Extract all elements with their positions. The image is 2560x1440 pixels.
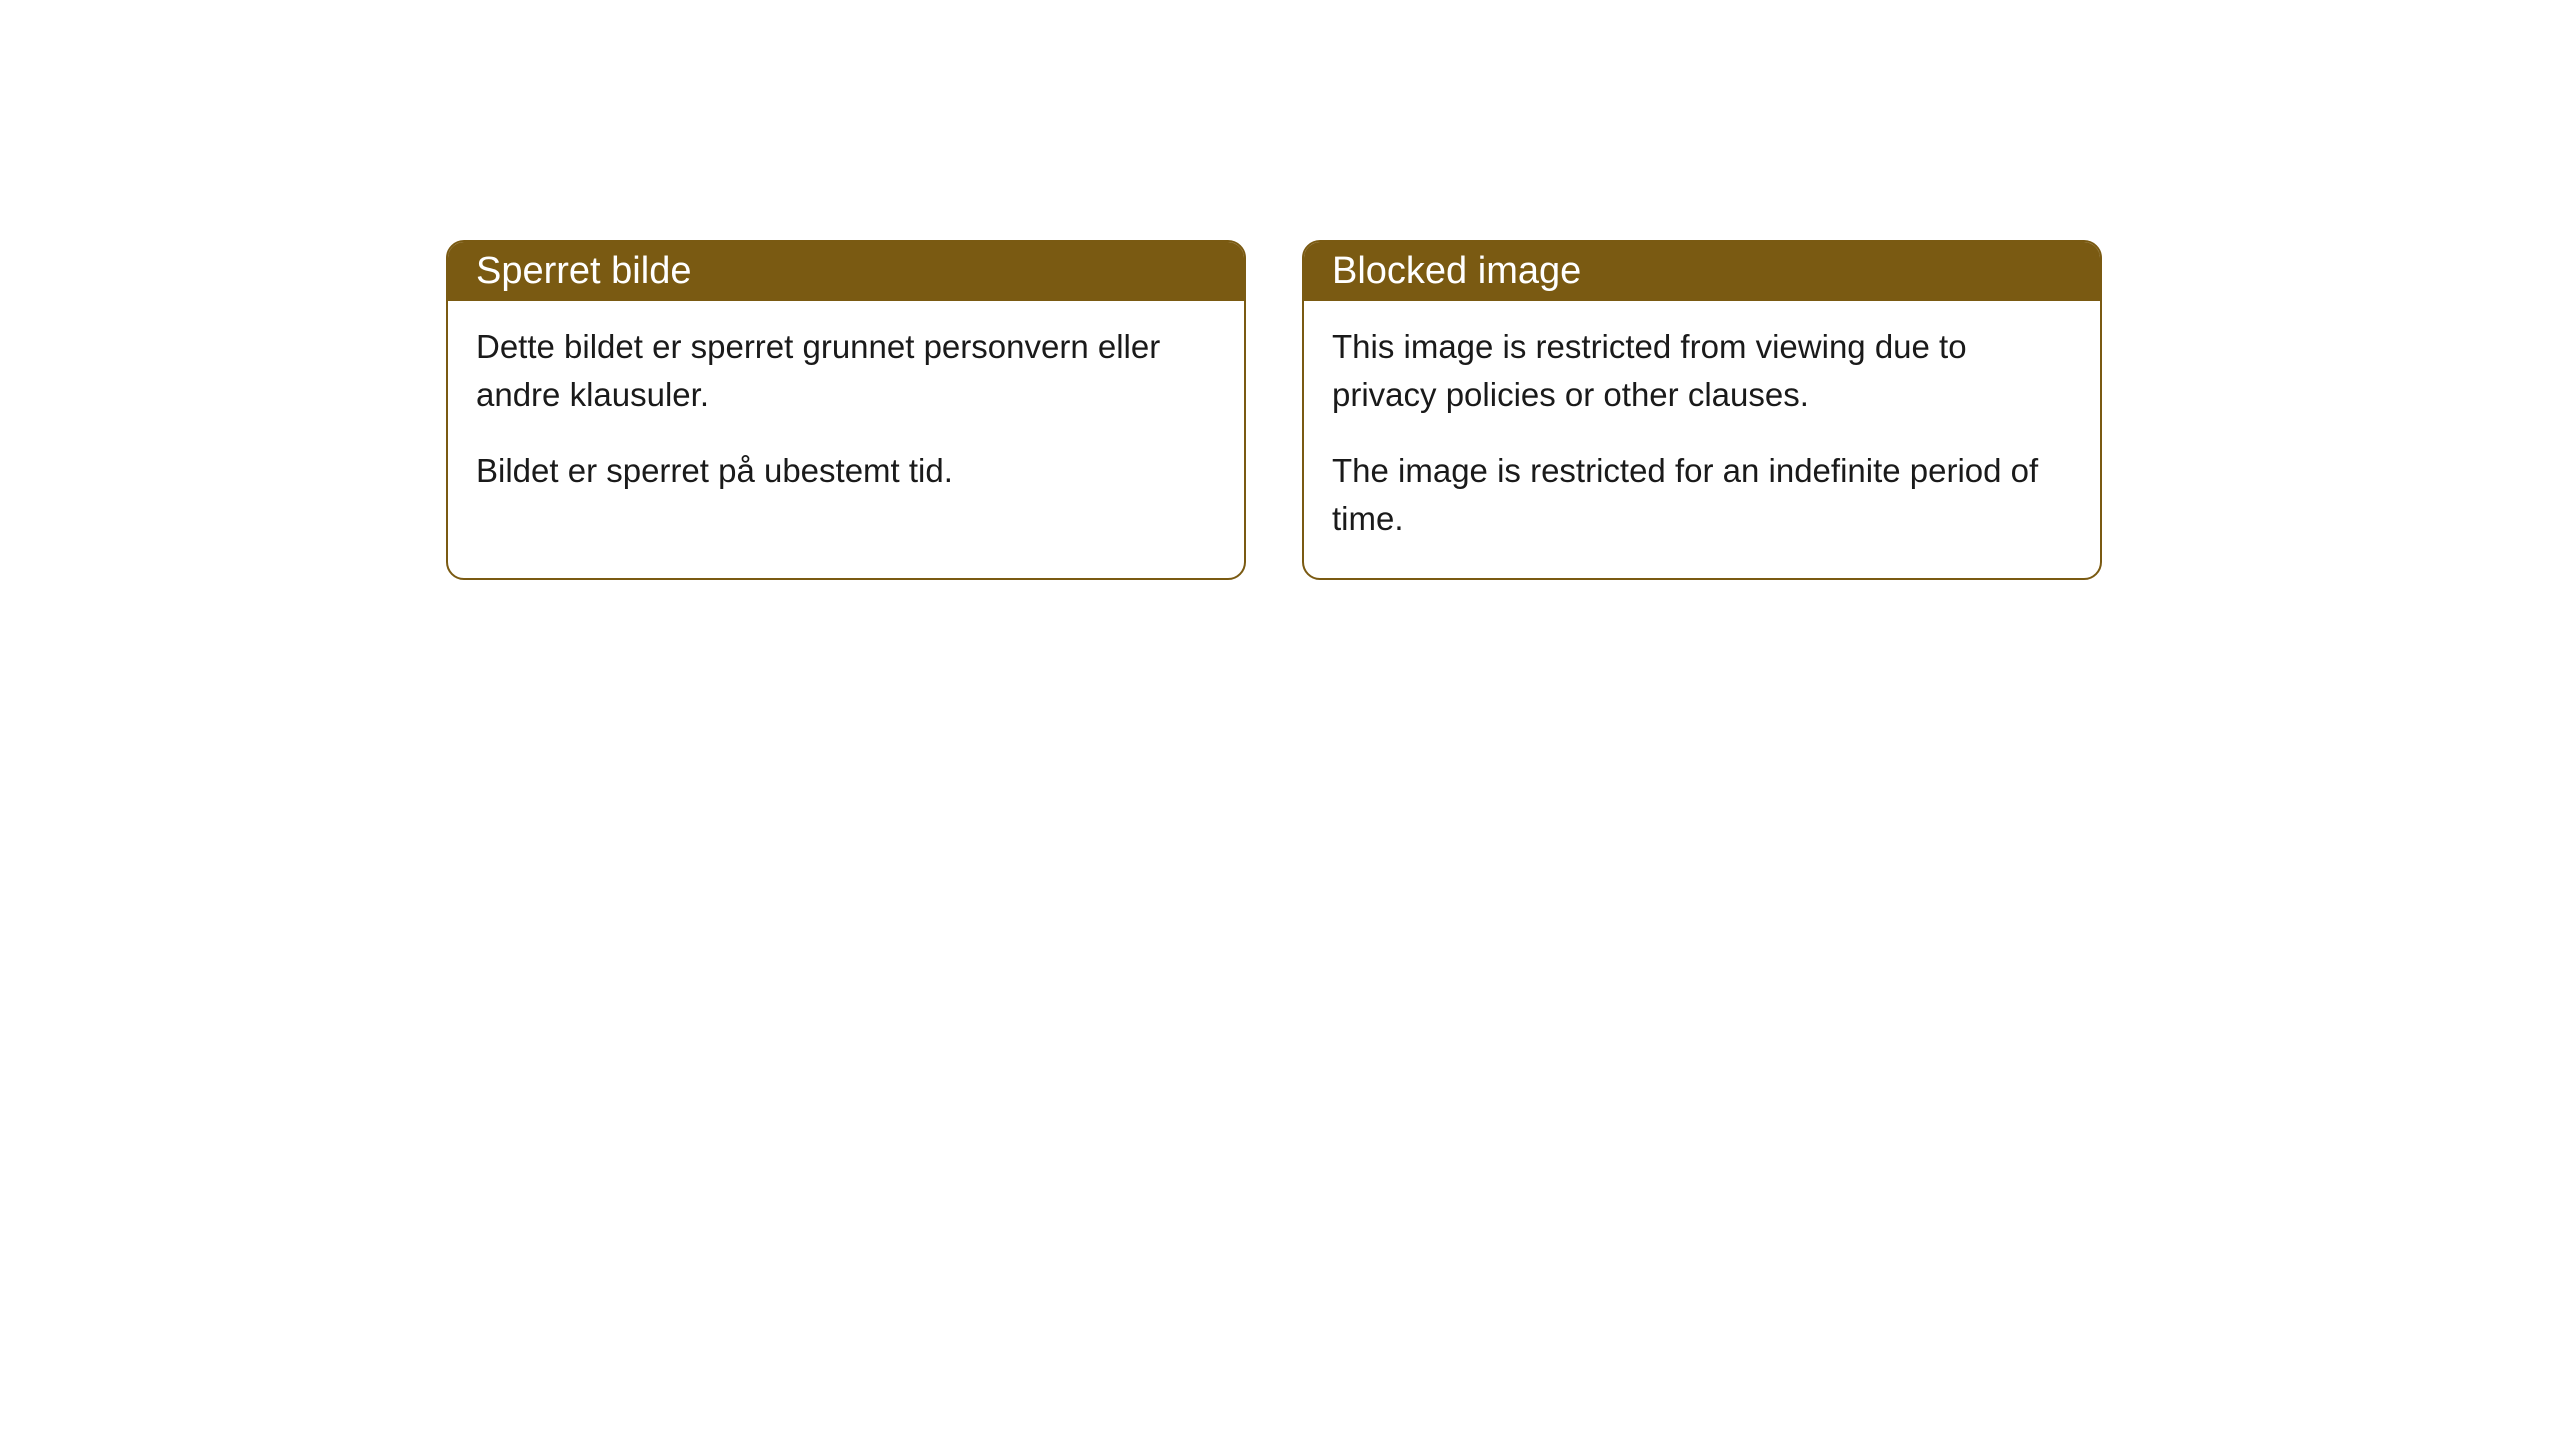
card-header: Blocked image	[1304, 242, 2100, 301]
card-paragraph: Bildet er sperret på ubestemt tid.	[476, 447, 1216, 495]
notice-card-norwegian: Sperret bilde Dette bildet er sperret gr…	[446, 240, 1246, 580]
card-paragraph: This image is restricted from viewing du…	[1332, 323, 2072, 419]
card-paragraph: Dette bildet er sperret grunnet personve…	[476, 323, 1216, 419]
notice-cards-container: Sperret bilde Dette bildet er sperret gr…	[446, 240, 2560, 580]
card-body: This image is restricted from viewing du…	[1304, 301, 2100, 578]
card-header: Sperret bilde	[448, 242, 1244, 301]
notice-card-english: Blocked image This image is restricted f…	[1302, 240, 2102, 580]
card-body: Dette bildet er sperret grunnet personve…	[448, 301, 1244, 531]
card-paragraph: The image is restricted for an indefinit…	[1332, 447, 2072, 543]
